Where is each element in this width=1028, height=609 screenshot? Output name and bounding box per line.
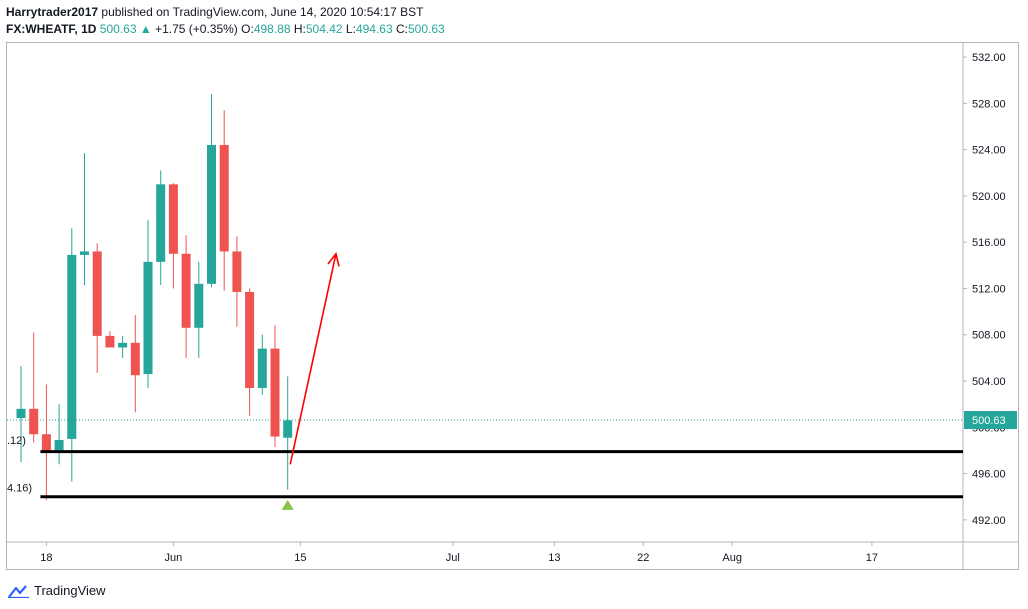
candle-body	[118, 342, 128, 348]
y-tick-label: 504.00	[972, 376, 1006, 388]
high-label: H:	[293, 22, 306, 36]
chart-frame	[6, 42, 1019, 570]
tradingview-brand[interactable]: TradingView	[8, 583, 106, 598]
high-value: 504.42	[305, 22, 343, 36]
x-tick-label: Aug	[722, 552, 742, 564]
x-tick-label: 17	[866, 552, 878, 564]
x-tick-label: 18	[40, 552, 52, 564]
brand-name: TradingView	[34, 583, 106, 598]
candle-body	[80, 251, 89, 255]
x-tick-label: Jul	[446, 552, 460, 564]
y-tick-label: 512.00	[972, 283, 1006, 295]
candle-body	[29, 408, 39, 435]
candle-body	[156, 184, 166, 262]
candle-body	[257, 348, 267, 388]
candle-body	[194, 283, 204, 328]
candle-body	[130, 342, 140, 376]
y-tick-label: 524.00	[972, 145, 1006, 157]
last-price-badge-label: 500.63	[972, 415, 1006, 427]
y-tick-label: 516.00	[972, 237, 1006, 249]
published-text: published on TradingView.com, June 14, 2…	[101, 5, 424, 19]
y-tick-label: 508.00	[972, 330, 1006, 342]
last-price: 500.63	[99, 22, 137, 36]
last-price-badge	[964, 411, 1017, 430]
candle-body	[105, 335, 115, 348]
close-value: 500.63	[407, 22, 445, 36]
y-tick-label: 520.00	[972, 191, 1006, 203]
ohlc-legend: FX:WHEATF, 1D 500.63 ▲ +1.75 (+0.35%) O:…	[6, 22, 445, 36]
x-tick-label: 15	[294, 552, 306, 564]
candle-body	[41, 434, 51, 453]
candle-body	[207, 144, 216, 284]
low-label: L:	[345, 22, 356, 36]
candle-body	[92, 251, 102, 336]
tradingview-logo-icon	[8, 584, 29, 598]
candle-body	[232, 251, 242, 292]
candle-body	[219, 144, 229, 252]
open-label: O:	[241, 22, 254, 36]
candle-body	[143, 261, 153, 375]
y-tick-label: 528.00	[972, 98, 1006, 110]
author-name: Harrytrader2017	[6, 5, 99, 19]
plot-area: .12) 4.16)	[7, 94, 963, 510]
close-label: C:	[395, 22, 408, 36]
x-tick-label: 13	[548, 552, 560, 564]
x-tick-label: Jun	[165, 552, 183, 564]
y-tick-label: 496.00	[972, 469, 1006, 481]
candle-body	[168, 184, 178, 254]
candle-body	[270, 348, 280, 437]
candle-body	[67, 254, 77, 439]
candle-body	[54, 440, 64, 453]
symbol-label: FX:WHEATF, 1D	[6, 22, 97, 36]
x-tick-label: 22	[637, 552, 649, 564]
candle-body	[283, 420, 293, 438]
cut-off-label: .12)	[7, 435, 26, 447]
triangle-marker-icon	[281, 499, 294, 510]
red-arrow-line	[289, 253, 337, 465]
change-arrow-icon: ▲	[139, 22, 152, 36]
open-value: 498.88	[253, 22, 291, 36]
candle-body	[245, 291, 255, 388]
cut-off-label: 4.16)	[7, 482, 32, 494]
candle-body	[16, 408, 26, 419]
y-tick-label: 532.00	[972, 52, 1006, 64]
publish-info: Harrytrader2017 published on TradingView…	[6, 5, 423, 19]
low-value: 494.63	[355, 22, 393, 36]
red-arrow-head-icon	[327, 251, 340, 267]
y-tick-label: 492.00	[972, 515, 1006, 527]
candle-body	[181, 253, 191, 328]
change-value: +1.75 (+0.35%)	[155, 22, 238, 36]
